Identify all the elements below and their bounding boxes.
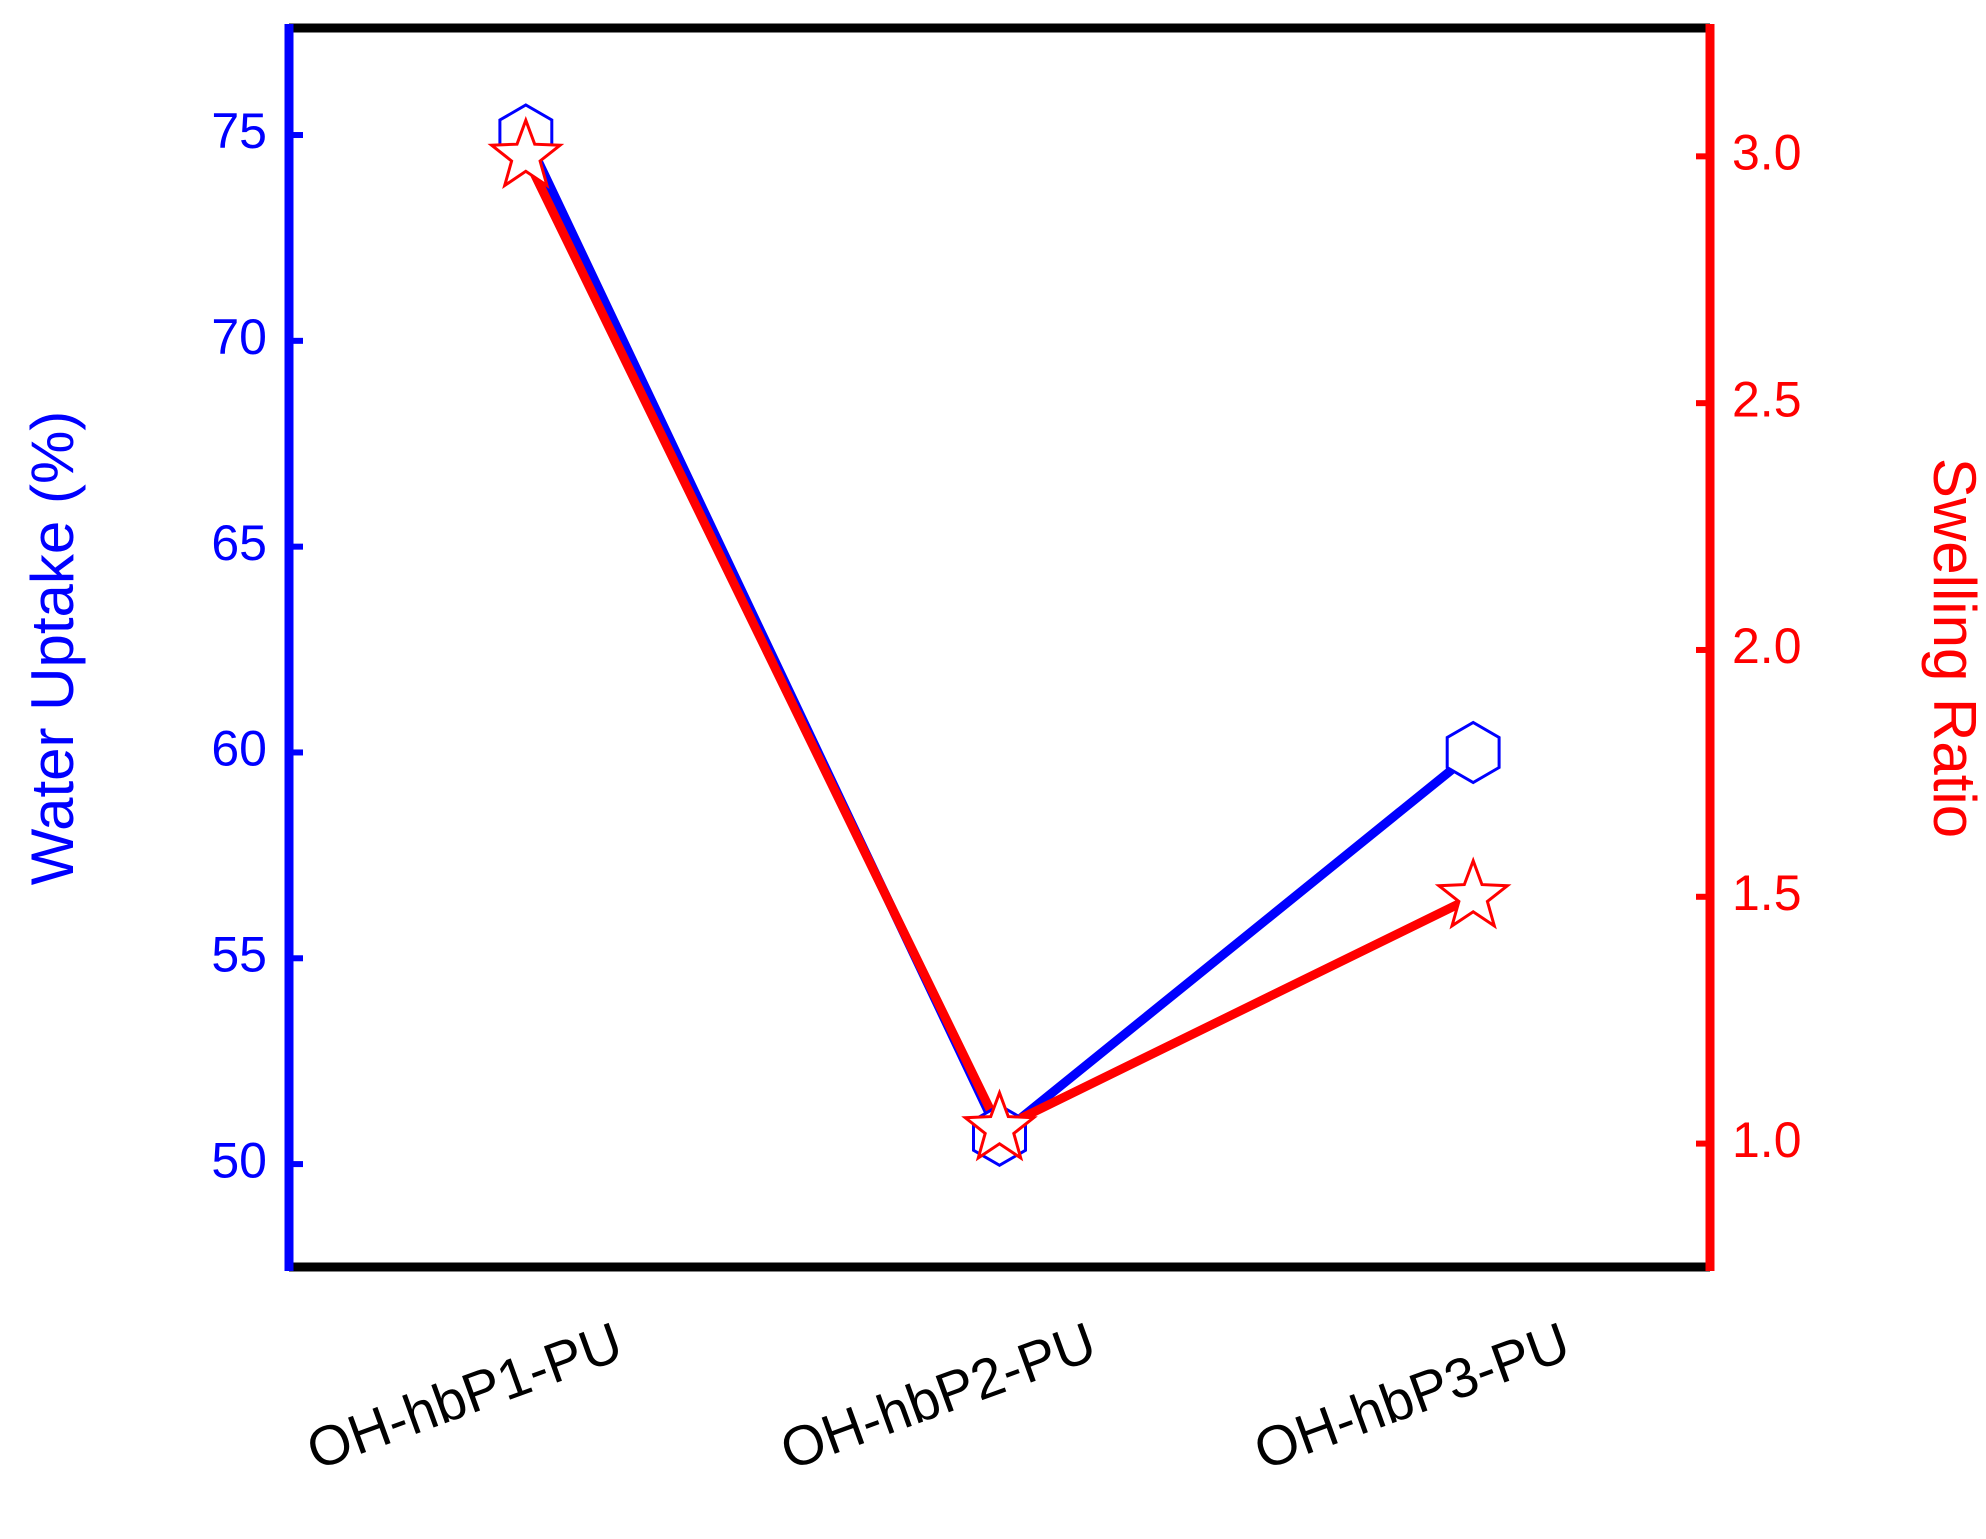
y-tick-label: 60 bbox=[211, 721, 267, 777]
series-line bbox=[521, 154, 1476, 1134]
x-tick-label: OH-hbP2-PU bbox=[772, 1310, 1104, 1482]
y2-tick-label: 2.5 bbox=[1732, 371, 1802, 427]
y2-axis-title: Swelling Ratio bbox=[1921, 458, 1986, 838]
marker bbox=[487, 115, 565, 190]
y-tick-label: 50 bbox=[211, 1132, 267, 1188]
y2-tick-label: 1.5 bbox=[1732, 865, 1802, 921]
x-tick-label: OH-hbP1-PU bbox=[298, 1310, 630, 1482]
y-tick-label: 55 bbox=[211, 926, 267, 982]
y2-tick-label: 1.0 bbox=[1732, 1112, 1802, 1168]
y-tick-label: 65 bbox=[211, 515, 267, 571]
marker bbox=[961, 1088, 1038, 1162]
y-tick-label: 70 bbox=[211, 309, 267, 365]
marker bbox=[1445, 720, 1501, 785]
y-tick-label: 75 bbox=[211, 103, 267, 159]
marker bbox=[1434, 856, 1512, 930]
y-axis-title: Water Uptake (%) bbox=[19, 411, 86, 886]
x-tick-label: OH-hbP3-PU bbox=[1246, 1310, 1578, 1482]
y2-tick-label: 2.0 bbox=[1732, 618, 1802, 674]
y2-tick-label: 3.0 bbox=[1732, 125, 1802, 181]
series-line bbox=[521, 133, 1476, 1140]
